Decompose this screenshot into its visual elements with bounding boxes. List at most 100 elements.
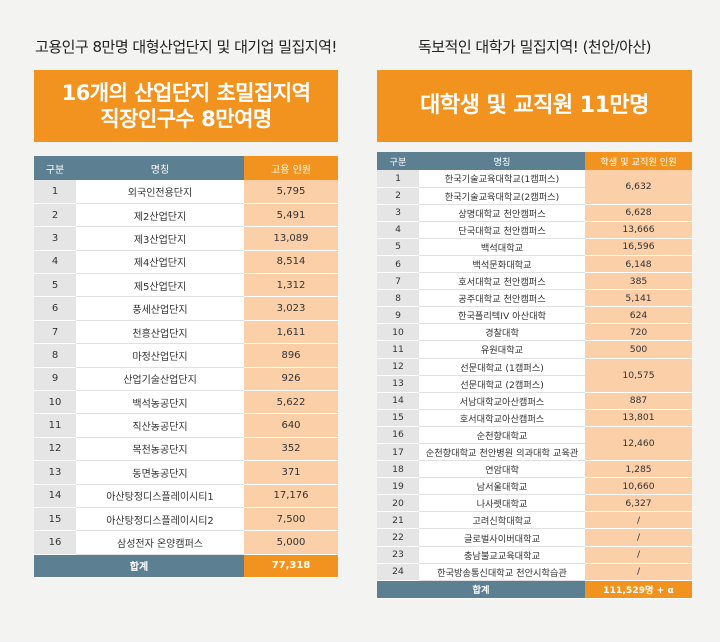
row-value: 385 — [585, 272, 692, 291]
university-headline: 독보적인 대학가 밀집지역! (천안/아산) — [417, 38, 652, 56]
row-value: 12,460 — [585, 426, 692, 462]
row-name: 단국대학교 천안캠퍼스 — [419, 221, 585, 239]
row-value: / — [585, 528, 692, 547]
row-value: 5,000 — [244, 530, 338, 555]
row-number: 12 — [34, 437, 76, 462]
table-row: 9 산업기술산업단지 926 — [34, 367, 338, 392]
row-number: 11 — [377, 340, 419, 359]
row-value: 10,575 — [585, 358, 692, 393]
row-name: 동면농공단지 — [76, 460, 244, 485]
table-row: 24 한국방송통신대학교 천안시학습관 / — [377, 563, 692, 581]
table-row: 10 경찰대학 720 — [377, 323, 692, 342]
row-name: 제3산업단지 — [76, 226, 244, 251]
row-value: 887 — [585, 392, 692, 410]
table-row: 13 선문대학교 (2캠퍼스) — [377, 375, 692, 393]
table-row: 6 풍세산업단지 3,023 — [34, 296, 338, 321]
row-value: 6,628 — [585, 204, 692, 222]
table-row: 8 마정산업단지 896 — [34, 343, 338, 368]
row-name: 한국폴리텍IV 아산대학 — [419, 306, 585, 325]
total-row: 합계 111,529명 + α — [377, 580, 692, 599]
header-name: 명칭 — [76, 156, 244, 180]
row-number: 19 — [377, 477, 419, 496]
row-name: 순천향대학교 천안병원 의과대학 교육관 — [419, 443, 585, 462]
row-name: 목천농공단지 — [76, 437, 244, 462]
industrial-headline: 고용인구 8만명 대형산업단지 및 대기업 밀집지역! — [35, 38, 337, 56]
row-name: 아산탕정디스플레이시티1 — [76, 484, 244, 508]
row-name: 선문대학교 (1캠퍼스) — [419, 358, 585, 376]
row-name: 호서대학교아산캠퍼스 — [419, 409, 585, 427]
row-name: 공주대학교 천안캠퍼스 — [419, 289, 585, 308]
table-row: 16 순천향대학교 12,460 — [377, 426, 692, 462]
row-name: 한국기술교육대학교(1캠퍼스) — [419, 170, 585, 188]
row-value: / — [585, 546, 692, 564]
row-name: 고려신학대학교 — [419, 511, 585, 530]
table-row: 6 백석문화대학교 6,148 — [377, 255, 692, 274]
row-name: 서남대학교아산캠퍼스 — [419, 392, 585, 410]
table-row: 19 남서울대학교 10,660 — [377, 477, 692, 496]
row-number: 10 — [34, 390, 76, 415]
university-banner: 대학생 및 교직원 11만명 — [377, 70, 692, 142]
row-number: 15 — [34, 507, 76, 532]
row-name: 제5산업단지 — [76, 273, 244, 298]
header-no: 구분 — [377, 152, 419, 170]
row-number: 2 — [377, 187, 419, 205]
row-number: 9 — [34, 367, 76, 392]
row-number: 10 — [377, 323, 419, 342]
header-value: 고용 인원 — [244, 156, 338, 180]
row-value: 13,801 — [585, 409, 692, 427]
row-name: 삼성전자 온양캠퍼스 — [76, 530, 244, 555]
row-number: 1 — [34, 180, 76, 204]
row-name: 제4산업단지 — [76, 250, 244, 275]
row-number: 13 — [377, 375, 419, 393]
row-value: 1,312 — [244, 273, 338, 298]
row-value: 720 — [585, 323, 692, 342]
table-row: 15 아산탕정디스플레이시티2 7,500 — [34, 507, 338, 532]
row-value: 6,148 — [585, 255, 692, 274]
row-value: 13,666 — [585, 221, 692, 239]
total-value: 77,318 — [244, 554, 338, 578]
row-name: 외국인전용단지 — [76, 180, 244, 204]
row-value: 5,622 — [244, 390, 338, 415]
row-value: 13,089 — [244, 226, 338, 251]
row-number: 12 — [377, 358, 419, 376]
row-number: 16 — [34, 530, 76, 555]
row-number: 24 — [377, 563, 419, 581]
row-number: 6 — [34, 296, 76, 321]
table-row: 9 한국폴리텍IV 아산대학 624 — [377, 306, 692, 325]
row-value: / — [585, 563, 692, 581]
industrial-banner-line2: 직장인구수 8만여명 — [100, 107, 272, 131]
row-number: 14 — [34, 484, 76, 508]
total-value: 111,529명 + α — [585, 580, 692, 599]
industrial-panel: 고용인구 8만명 대형산업단지 및 대기업 밀집지역! 16개의 산업단지 초밀… — [34, 0, 338, 578]
table-row: 3 제3산업단지 13,089 — [34, 226, 338, 251]
row-name: 제2산업단지 — [76, 203, 244, 228]
row-value: 640 — [244, 413, 338, 438]
university-panel: 독보적인 대학가 밀집지역! (천안/아산) 대학생 및 교직원 11만명 구분… — [377, 0, 692, 599]
table-header-row: 구분 명칭 고용 인원 — [34, 156, 338, 180]
row-name: 마정산업단지 — [76, 343, 244, 368]
table-row: 18 연암대학 1,285 — [377, 460, 692, 479]
row-value: 10,660 — [585, 477, 692, 496]
row-number: 22 — [377, 528, 419, 547]
row-number: 5 — [34, 273, 76, 298]
row-number: 8 — [377, 289, 419, 308]
table-row: 7 호서대학교 천안캠퍼스 385 — [377, 272, 692, 291]
table-header-row: 구분 명칭 학생 및 교직원 인원 — [377, 152, 692, 170]
industrial-table-body: 1 외국인전용단지 5,795 2 제2산업단지 5,491 3 제3산업단지 13,089 4 제… — [34, 180, 338, 555]
row-name: 천흥산업단지 — [76, 320, 244, 345]
table-row: 1 한국기술교육대학교(1캠퍼스) 6,632 — [377, 170, 692, 205]
industrial-banner-line1: 16개의 산업단지 초밀집지역 — [61, 81, 311, 105]
table-row: 2 한국기술교육대학교(2캠퍼스) — [377, 187, 692, 205]
row-name: 글로벌사이버대학교 — [419, 528, 585, 547]
row-name: 호서대학교 천안캠퍼스 — [419, 272, 585, 291]
row-number: 17 — [377, 443, 419, 462]
table-row: 10 백석농공단지 5,622 — [34, 390, 338, 415]
row-name: 아산탕정디스플레이시티2 — [76, 507, 244, 532]
row-name: 풍세산업단지 — [76, 296, 244, 321]
row-value: 6,327 — [585, 494, 692, 513]
table-row: 21 고려신학대학교 / — [377, 511, 692, 530]
table-row: 22 글로벌사이버대학교 / — [377, 528, 692, 547]
row-number: 13 — [34, 460, 76, 485]
row-value: 1,285 — [585, 460, 692, 479]
row-number: 11 — [34, 413, 76, 438]
